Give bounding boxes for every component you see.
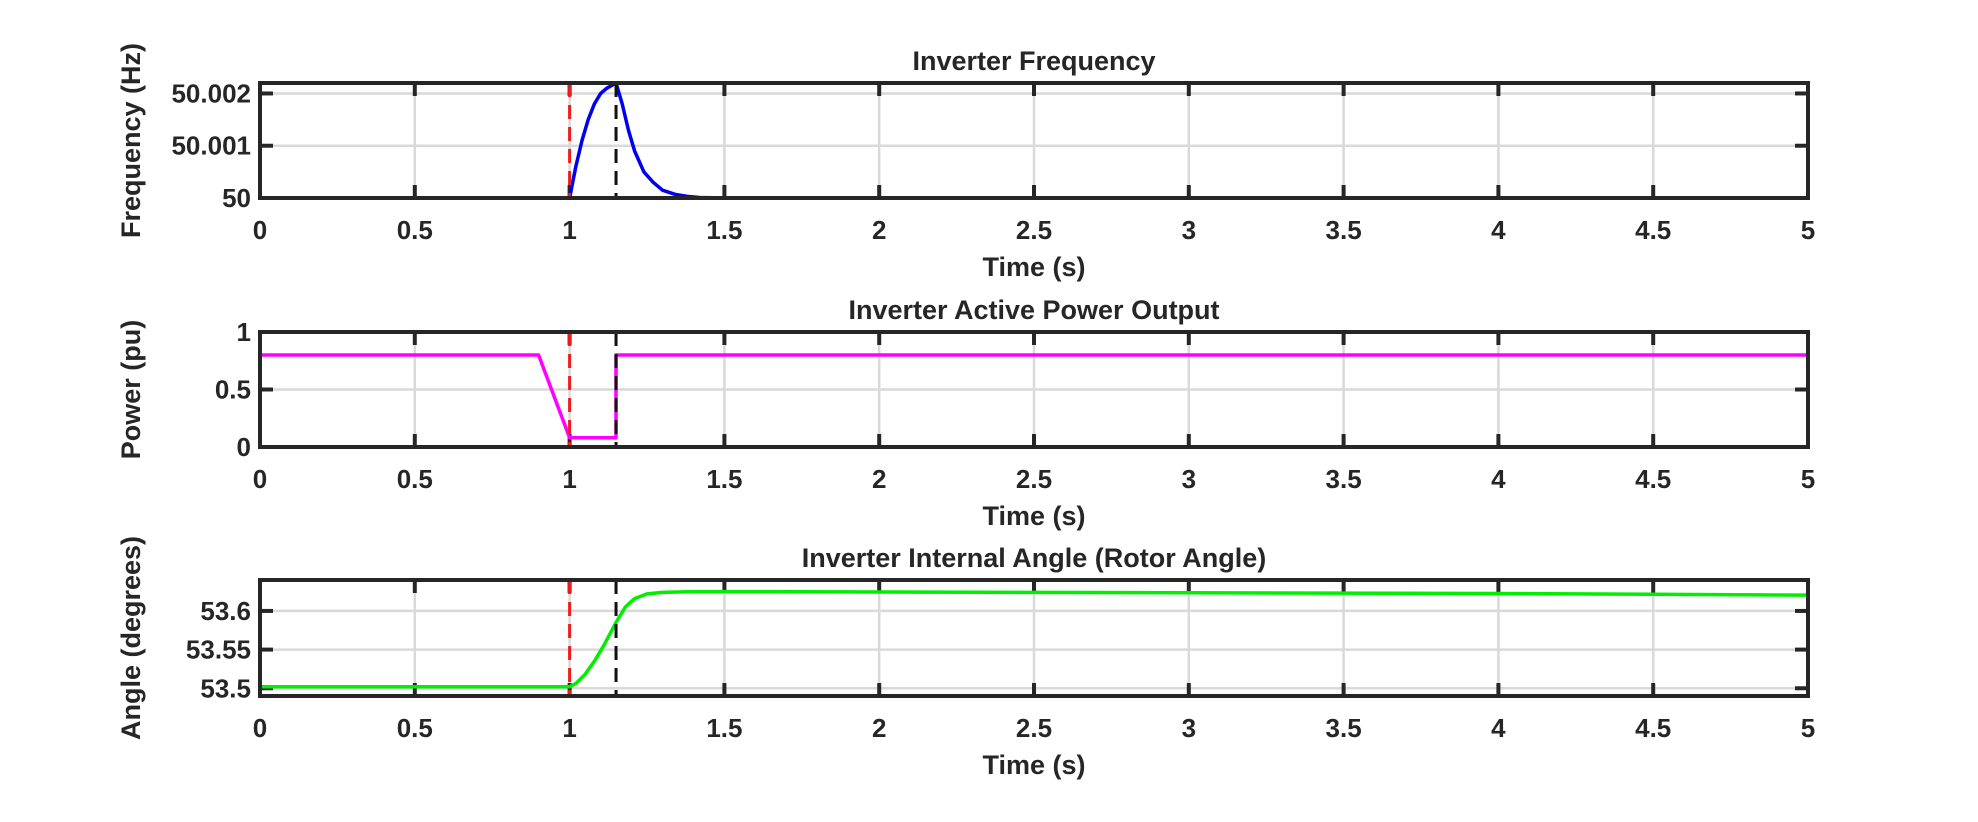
y-tick-label: 50.002 [171, 78, 251, 108]
x-tick-label: 0 [253, 215, 267, 245]
x-tick-label: 2.5 [1016, 713, 1052, 743]
chart-title: Inverter Active Power Output [848, 295, 1219, 325]
y-axis-label: Angle (degrees) [116, 536, 146, 740]
x-tick-label: 1.5 [706, 713, 742, 743]
chart-panel-2: 0 0.5 1 1.5 2 2.5 3 3.5 4 4.5 5 0 0.5 1 Inverter Activ… [116, 295, 1815, 531]
x-tick-label: 2.5 [1016, 215, 1052, 245]
y-tick-label: 1 [237, 317, 251, 347]
x-tick-label: 3 [1182, 215, 1196, 245]
x-tick-label: 1.5 [706, 464, 742, 494]
x-tick-label: 0.5 [397, 215, 433, 245]
y-tick-label: 0.5 [215, 375, 251, 405]
chart-panel-3: 0 0.5 1 1.5 2 2.5 3 3.5 4 4.5 5 53.5 53.55 53.6 Invert… [116, 536, 1815, 780]
x-tick-label: 0.5 [397, 464, 433, 494]
x-tick-label: 4.5 [1635, 215, 1671, 245]
x-tick-label: 1 [562, 464, 576, 494]
series-line-1 [260, 353, 1808, 440]
x-tick-label: 0 [253, 464, 267, 494]
y-tick-label: 53.5 [200, 673, 251, 703]
x-tick-label: 4.5 [1635, 464, 1671, 494]
y-tick-label: 53.55 [186, 635, 251, 665]
series-line-1 [260, 589, 1809, 689]
x-tick-label: 3 [1182, 464, 1196, 494]
x-axis-label: Time (s) [982, 252, 1085, 282]
x-tick-label: 5 [1801, 464, 1815, 494]
y-tick-label: 53.6 [200, 596, 251, 626]
axes-frame [258, 578, 1810, 698]
x-tick-label: 1.5 [706, 215, 742, 245]
y-tick-label: 0 [237, 432, 251, 462]
x-tick-label: 1 [562, 215, 576, 245]
x-axis-label: Time (s) [982, 501, 1085, 531]
x-tick-label: 3.5 [1326, 713, 1362, 743]
x-tick-label: 4.5 [1635, 713, 1671, 743]
x-tick-label: 0 [253, 713, 267, 743]
x-tick-label: 3.5 [1326, 215, 1362, 245]
x-tick-label: 4 [1491, 464, 1506, 494]
x-tick-label: 2 [872, 215, 886, 245]
y-axis-label: Power (pu) [116, 320, 146, 460]
axes-frame [258, 330, 1810, 449]
x-tick-label: 0.5 [397, 713, 433, 743]
y-tick-label: 50.001 [171, 131, 251, 161]
chart-title: Inverter Internal Angle (Rotor Angle) [802, 543, 1267, 573]
y-tick-label: 50 [222, 183, 251, 213]
x-tick-label: 4 [1491, 713, 1506, 743]
x-tick-label: 2 [872, 713, 886, 743]
chart-title: Inverter Frequency [912, 46, 1155, 76]
x-tick-label: 2.5 [1016, 464, 1052, 494]
x-axis-label: Time (s) [982, 750, 1085, 780]
x-tick-label: 5 [1801, 713, 1815, 743]
x-tick-label: 3.5 [1326, 464, 1362, 494]
y-axis-label: Frequency (Hz) [116, 43, 146, 238]
axes-frame [258, 81, 1810, 200]
x-tick-label: 5 [1801, 215, 1815, 245]
x-tick-label: 3 [1182, 713, 1196, 743]
x-tick-label: 2 [872, 464, 886, 494]
x-tick-label: 4 [1491, 215, 1506, 245]
chart-panel-1: 0 0.5 1 1.5 2 2.5 3 3.5 4 4.5 5 50 50.001 50.002 Inver… [116, 43, 1815, 282]
x-tick-label: 1 [562, 713, 576, 743]
